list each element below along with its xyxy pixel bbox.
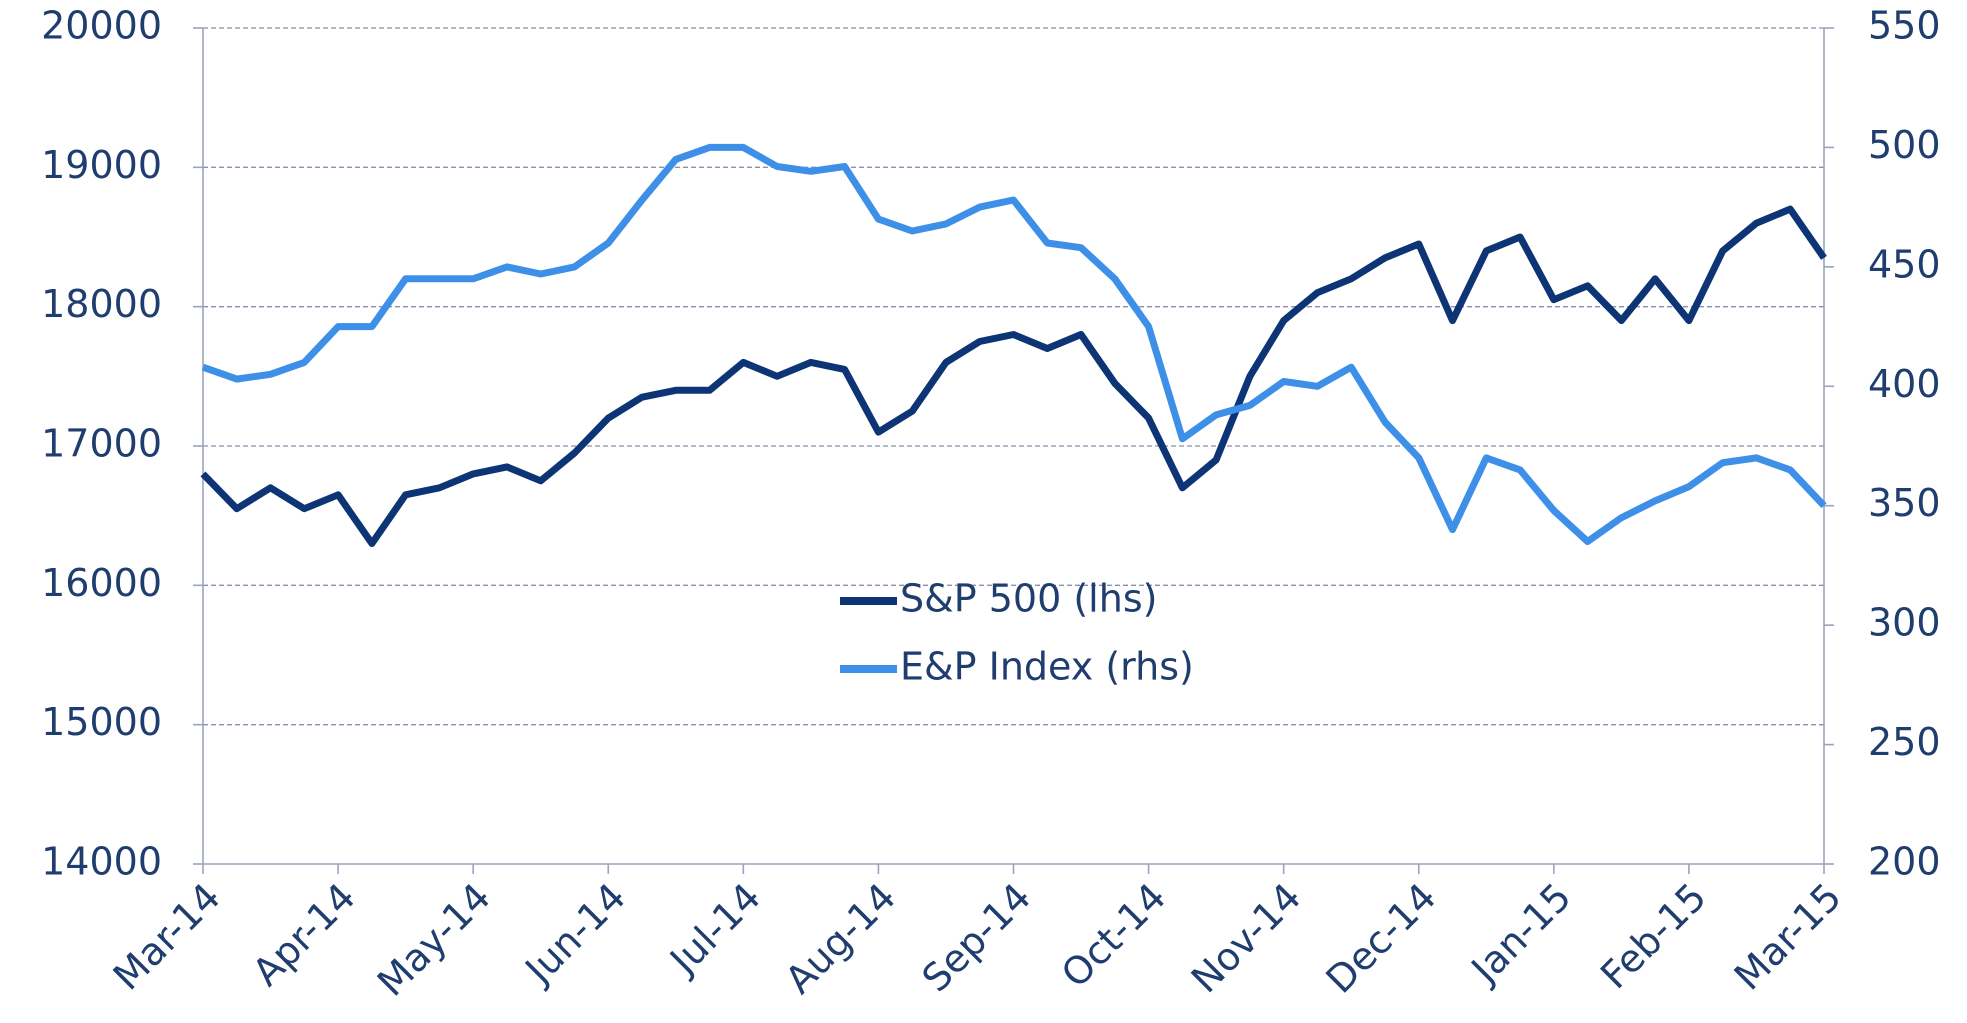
x-tick-label: Feb-15 [1592, 875, 1715, 998]
y2-tick-label: 300 [1868, 601, 1941, 645]
y2-tick-label: 350 [1868, 481, 1941, 525]
x-tick-label: Sep-14 [914, 875, 1040, 1001]
y2-tick-label: 450 [1868, 242, 1941, 286]
x-tick-label: Nov-14 [1183, 875, 1310, 1002]
y2-tick-label: 200 [1868, 840, 1941, 884]
x-tick-label: Apr-14 [244, 875, 364, 995]
y-tick-label: 20000 [41, 4, 162, 48]
y2-tick-label: 250 [1868, 720, 1941, 764]
x-tick-label: Dec-14 [1318, 875, 1445, 1002]
x-tick-label: Jul-14 [660, 875, 769, 984]
legend-label: S&P 500 (lhs) [900, 577, 1157, 621]
y-tick-label: 19000 [41, 143, 162, 187]
y2-tick-label: 400 [1868, 362, 1941, 406]
y-tick-label: 14000 [41, 840, 162, 884]
x-tick-label: Mar-14 [105, 875, 229, 999]
x-tick-label: Mar-15 [1726, 875, 1850, 999]
x-tick-label: Aug-14 [777, 875, 904, 1002]
y2-tick-label: 500 [1868, 123, 1941, 167]
x-tick-label: May-14 [369, 875, 499, 1005]
y-tick-label: 17000 [41, 422, 162, 466]
series-line [201, 143, 1827, 545]
x-tick-label: Jan-15 [1462, 875, 1580, 993]
x-tick-label: Jun-14 [516, 875, 634, 993]
x-tick-label: Oct-14 [1053, 875, 1174, 996]
legend-label: E&P Index (rhs) [900, 645, 1194, 689]
y-tick-label: 16000 [41, 561, 162, 605]
y-tick-label: 18000 [41, 282, 162, 326]
y2-tick-label: 550 [1868, 4, 1941, 48]
y-tick-label: 15000 [41, 700, 162, 744]
series-line [200, 205, 1827, 547]
